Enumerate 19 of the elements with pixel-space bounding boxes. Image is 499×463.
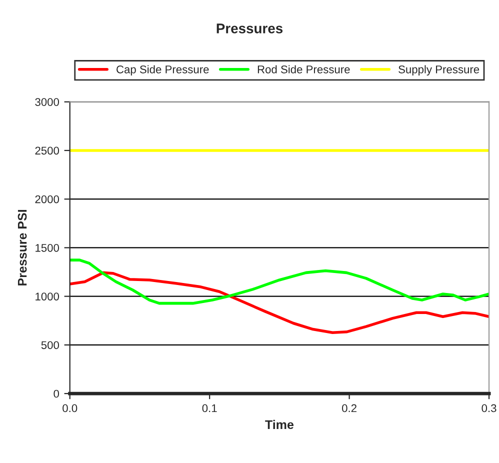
x-tick-label: 0.2: [342, 404, 356, 412]
x-tick-label: 0.1: [202, 404, 217, 412]
y-tick-label: 1500: [36, 244, 60, 252]
y-tick-label: 1000: [36, 292, 60, 300]
legend-label: Supply Pressure: [398, 65, 480, 76]
y-tick-label: 2000: [35, 195, 60, 204]
x-axis-title: Time: [265, 420, 294, 430]
y-tick-label: 2500: [35, 146, 60, 155]
x-tick-label: 0.3: [482, 404, 496, 412]
y-tick-label: 3000: [35, 98, 60, 106]
y-tick-label: 0: [54, 390, 60, 398]
y-tick-label: 500: [41, 341, 60, 350]
x-tick-label: 0.0: [62, 404, 78, 412]
y-axis-title: Pressure PSI: [18, 210, 27, 286]
line-series: [70, 271, 490, 334]
line-series: [70, 258, 490, 305]
legend-label: Rod Side Pressure: [258, 65, 350, 74]
chart-title: Pressures: [216, 24, 283, 34]
legend-label: Cap Side Pressure: [116, 65, 209, 76]
